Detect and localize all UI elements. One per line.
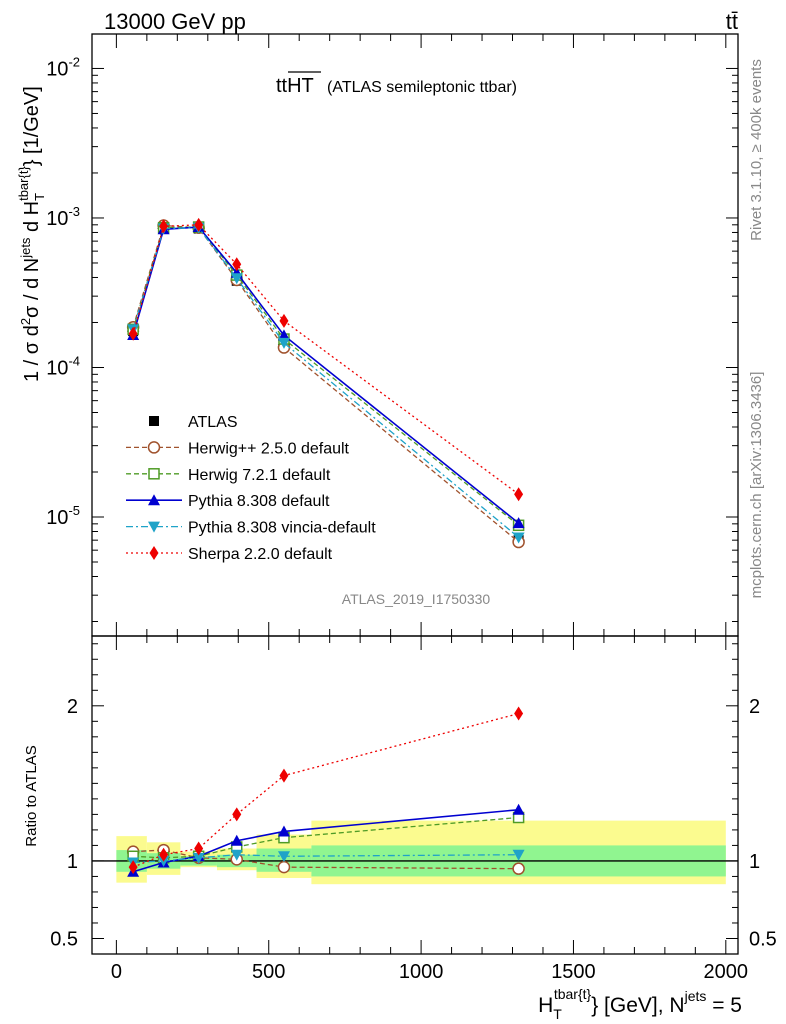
ratio-point: [232, 807, 242, 822]
data-point: [277, 329, 290, 341]
energy-label: 13000 GeV pp: [104, 9, 246, 34]
analysis-id: ATLAS_2019_I1750330: [342, 591, 491, 607]
main-panel-series: [126, 217, 525, 549]
legend-entry: Pythia 8.308 default: [126, 493, 330, 510]
ratio-series-4: [128, 706, 524, 875]
main-series-5: [128, 217, 524, 502]
data-point: [277, 337, 290, 349]
legend-marker: [148, 468, 160, 480]
ratio-series-line: [132, 808, 519, 873]
process-label: tt̄: [726, 9, 738, 34]
main-panel-axes: 10-2 10-3 10-4 10-5: [46, 34, 738, 636]
ratio-y-tick-label-left: 0.5: [50, 928, 78, 950]
legend-marker: [149, 546, 159, 560]
ratio-panel-frame: [91, 635, 739, 955]
ratio-point: [277, 860, 291, 874]
main-y-axis-label: 1 / σ d2σ / d Njets d HTtbar{t}} [1/GeV]: [16, 86, 47, 382]
ratio-point: [277, 825, 290, 837]
ratio-point: [159, 847, 169, 862]
main-panel: 10-2 10-3 10-4 10-5 ttHT (ATLAS semileptoni…: [16, 33, 739, 637]
ratio-y-tick-label-left: 2: [67, 696, 78, 718]
x-tick-label: 1500: [551, 961, 596, 983]
legend-marker: [148, 494, 160, 506]
ratio-y-tick-label-right: 2: [749, 696, 760, 718]
data-point: [514, 487, 524, 502]
legend-entry: Pythia 8.308 vincia-default: [126, 520, 376, 537]
y-tick-label: 10-4: [46, 353, 80, 379]
rivet-version-label: Rivet 3.1.10, ≥ 400k events: [748, 59, 765, 241]
data-point: [512, 532, 525, 544]
x-tick-label: 2000: [704, 961, 749, 983]
legend-marker: [148, 521, 160, 533]
ratio-point: [230, 834, 243, 846]
ratio-y-tick-label-right: 1: [749, 851, 760, 873]
ratio-point: [279, 768, 289, 783]
y-tick-label: 10-5: [46, 503, 80, 529]
legend-entry: Herwig 7.2.1 default: [126, 467, 331, 484]
ratio-point: [512, 862, 525, 875]
x-tick-label: 500: [252, 961, 285, 983]
y-tick-label: 10-2: [46, 54, 80, 80]
legend-entry: Sherpa 2.2.0 default: [126, 546, 333, 563]
ratio-point: [230, 849, 243, 861]
legend-label: ATLAS: [188, 414, 238, 431]
legend-label: Herwig++ 2.5.0 default: [188, 440, 350, 457]
data-point: [232, 257, 242, 272]
ratio-point: [512, 849, 525, 861]
ratio-y-axis-label: Ratio to ATLAS: [23, 745, 40, 846]
main-series-line: [132, 227, 520, 538]
ratio-point: [514, 706, 524, 721]
ratio-point: [192, 852, 205, 864]
plot-title: ttHT: [276, 75, 314, 97]
legend-label: Pythia 8.308 default: [188, 493, 330, 510]
main-series-2: [127, 221, 525, 532]
mcplots-label: mcplots.cern.ch [arXiv:1306.3436]: [748, 372, 765, 599]
legend-marker: [149, 416, 159, 426]
ratio-series-line: [132, 712, 519, 868]
data-point: [128, 326, 138, 341]
x-axis-label: HTtbar{t}} [GeV], Njets = 5: [538, 986, 742, 1022]
legend-marker: [147, 441, 161, 454]
y-tick-label: 10-3: [46, 204, 80, 230]
data-point: [159, 219, 169, 234]
legend-entry: Herwig++ 2.5.0 default: [126, 440, 350, 457]
legend: ATLAS Herwig++ 2.5.0 default Herwig 7.2.1 …: [126, 414, 376, 563]
ratio-series-line: [133, 854, 519, 864]
legend-label: Pythia 8.308 vincia-default: [188, 520, 376, 537]
legend-entry: ATLAS: [149, 414, 238, 431]
data-point: [512, 517, 525, 529]
ratio-point: [512, 803, 525, 815]
plot-title-sub: (ATLAS semileptonic ttbar): [327, 79, 517, 96]
ratio-y-tick-label-right: 0.5: [749, 928, 777, 950]
ratio-y-tick-label-left: 1: [67, 851, 78, 873]
x-tick-label: 1000: [399, 961, 444, 983]
x-tick-label: 0: [111, 961, 122, 983]
ratio-panel: 0.5 0.5 1 1 2 2 0 500 1000 1500 2000 Ratio to ATLA…: [23, 635, 777, 1022]
ratio-panel-axes: 0.5 0.5 1 1 2 2 0 500 1000 1500 2000: [50, 636, 777, 983]
legend-label: Herwig 7.2.1 default: [188, 467, 331, 484]
data-point: [194, 217, 204, 232]
ratio-point: [277, 851, 290, 863]
ratio-point: [194, 841, 204, 856]
ratio-point: [128, 860, 138, 875]
data-point: [279, 313, 289, 328]
legend-label: Sherpa 2.2.0 default: [188, 546, 333, 563]
plot-title-main: ttHT: [276, 75, 314, 97]
ratio-panel-series: [126, 706, 525, 877]
data-point: [230, 273, 243, 285]
